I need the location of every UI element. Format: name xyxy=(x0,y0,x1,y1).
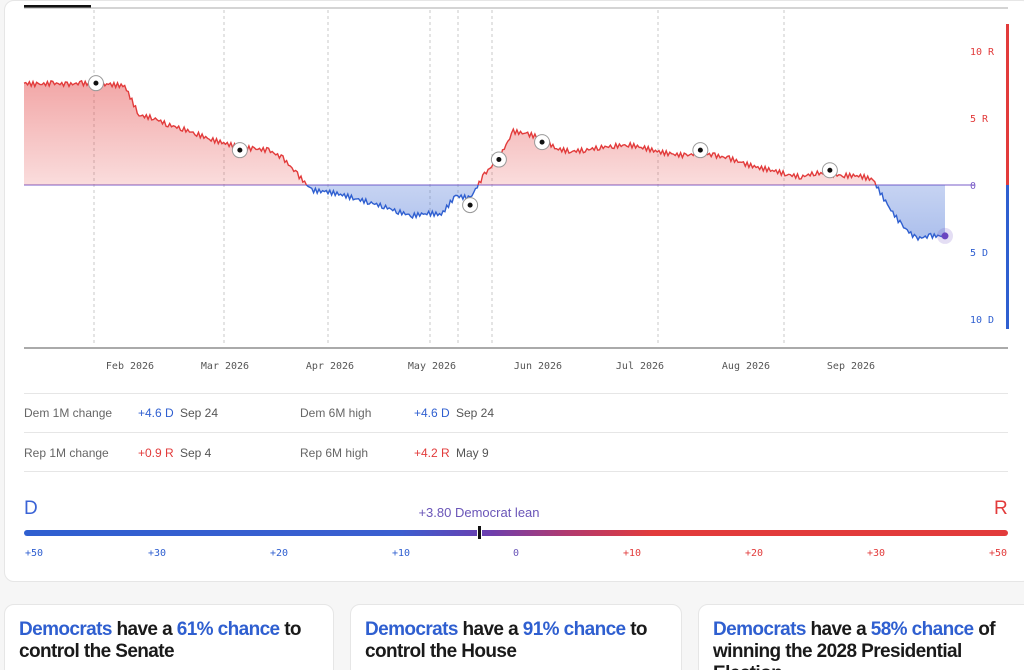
rep-1m-label: Rep 1M change xyxy=(24,446,109,460)
lean-scale-tick: +10 xyxy=(391,548,411,559)
lean-scale-tick: +30 xyxy=(147,548,167,559)
dem-axis-bar xyxy=(1006,185,1009,329)
odds-mid: have a xyxy=(111,619,177,640)
dem-6m-value: +4.6 D xyxy=(414,406,450,420)
y-tick-label: 10 R xyxy=(970,47,995,58)
presidential-odds-card[interactable]: Democrats have a 58% chance of winning t… xyxy=(698,604,1024,670)
x-tick-label: Feb 2026 xyxy=(106,361,154,372)
rep-1m-date: Sep 4 xyxy=(180,446,212,460)
current-point[interactable] xyxy=(941,232,949,240)
odds-line-2: control the House xyxy=(365,641,517,662)
odds-line-1: Democrats have a 58% chance of xyxy=(713,619,1023,641)
event-marker[interactable] xyxy=(490,151,507,168)
lean-summary: +3.80 Democrat lean xyxy=(418,505,540,520)
event-marker[interactable] xyxy=(821,162,838,179)
senate-odds-card[interactable]: Democrats have a 61% chance to control t… xyxy=(4,604,334,670)
x-tick-label: Sep 2026 xyxy=(827,361,875,372)
event-marker[interactable] xyxy=(231,142,248,159)
lean-dem-label: D xyxy=(24,498,38,519)
rep-6m-value: +4.2 R xyxy=(414,446,450,460)
odds-mid: have a xyxy=(457,619,523,640)
forecast-card xyxy=(4,0,1024,582)
odds-party: Democrats xyxy=(365,619,458,640)
x-tick-label: Jul 2026 xyxy=(616,361,664,372)
dem-1m-value: +4.6 D xyxy=(138,406,174,420)
x-tick-label: Jun 2026 xyxy=(514,361,562,372)
odds-mid: have a xyxy=(805,619,871,640)
lean-marker xyxy=(477,525,483,540)
lean-rep-label: R xyxy=(994,498,1008,519)
stats-divider xyxy=(24,471,1008,472)
odds-line-1: Democrats have a 91% chance to xyxy=(365,619,667,641)
dem-6m-label: Dem 6M high xyxy=(300,406,372,420)
dem-1m-label: Dem 1M change xyxy=(24,406,113,420)
odds-party: Democrats xyxy=(713,619,806,640)
rep-axis-bar xyxy=(1006,24,1009,185)
dem-1m-date: Sep 24 xyxy=(180,406,219,420)
y-tick-label: 10 D xyxy=(970,315,994,326)
odds-chance: 61% chance xyxy=(176,619,280,640)
odds-after: of xyxy=(973,619,995,640)
rep-line xyxy=(23,79,877,185)
odds-line-1: Democrats have a 61% chance to xyxy=(19,619,319,641)
y-tick-label: 0 xyxy=(970,181,976,192)
lean-scale-tick: +20 xyxy=(744,548,764,559)
rep-area xyxy=(24,80,945,185)
y-tick-label: 5 R xyxy=(970,114,989,125)
lean-scale-tick: +50 xyxy=(988,548,1008,559)
rep-6m-date: May 9 xyxy=(456,446,489,460)
lean-scale-tick: +50 xyxy=(24,548,44,559)
x-tick-label: May 2026 xyxy=(408,361,456,372)
x-tick-label: Aug 2026 xyxy=(722,361,770,372)
x-tick-label: Mar 2026 xyxy=(201,361,249,372)
odds-after: to xyxy=(279,619,301,640)
lean-scale-tick: +30 xyxy=(866,548,886,559)
stats-divider xyxy=(24,393,1008,394)
y-tick-label: 5 D xyxy=(970,248,988,259)
event-marker[interactable] xyxy=(462,197,479,214)
lean-scale-tick: +10 xyxy=(622,548,642,559)
odds-chance: 58% chance xyxy=(870,619,974,640)
dem-6m-date: Sep 24 xyxy=(456,406,495,420)
lean-gradient-bar xyxy=(24,530,1008,536)
odds-after: to xyxy=(625,619,647,640)
rep-6m-label: Rep 6M high xyxy=(300,446,369,460)
event-marker[interactable] xyxy=(87,75,104,92)
odds-chance: 91% chance xyxy=(522,619,626,640)
event-marker[interactable] xyxy=(692,142,709,159)
rep-1m-value: +0.9 R xyxy=(138,446,174,460)
generic-ballot-chart: 10 R 5 R 0 5 D 10 D Feb 2026 Mar 2026 Apr 2026… xyxy=(23,5,1009,372)
odds-line-2: winning the 2028 Presidential Election xyxy=(713,641,962,670)
event-marker[interactable] xyxy=(534,134,551,151)
lean-scale-tick: 0 xyxy=(512,548,520,559)
stats-divider xyxy=(24,432,1008,433)
x-tick-label: Apr 2026 xyxy=(306,361,354,372)
lean-scale-tick: +20 xyxy=(269,548,289,559)
odds-party: Democrats xyxy=(19,619,112,640)
odds-line-2: control the Senate xyxy=(19,641,175,662)
house-odds-card[interactable]: Democrats have a 91% chance to control t… xyxy=(350,604,682,670)
range-selector-indicator[interactable] xyxy=(24,5,91,8)
